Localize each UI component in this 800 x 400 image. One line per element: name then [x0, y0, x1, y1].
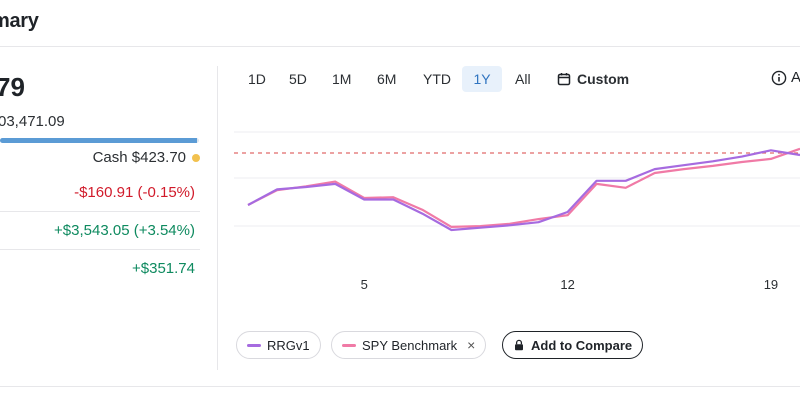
footer-divider — [0, 386, 800, 387]
range-all[interactable]: All — [515, 71, 531, 87]
legend-chip-label: RRGv1 — [267, 337, 310, 353]
info-button[interactable]: A — [771, 69, 800, 86]
cash-label: Cash $423.70 — [92, 149, 186, 166]
legend-chip-rrgv1[interactable]: RRGv1 — [236, 331, 321, 359]
range-custom[interactable]: Custom — [547, 66, 639, 92]
add-to-compare-label: Add to Compare — [531, 337, 633, 353]
total-change: +$3,543.05 (+3.54%) — [54, 222, 195, 239]
x-tick-label: 5 — [361, 277, 368, 292]
row-divider — [0, 211, 200, 212]
range-1d[interactable]: 1D — [248, 71, 266, 87]
info-icon — [771, 70, 787, 86]
range-ytd[interactable]: YTD — [423, 71, 451, 87]
range-custom-label: Custom — [577, 71, 630, 87]
range-6m[interactable]: 6M — [377, 71, 397, 87]
header-divider — [0, 46, 800, 47]
add-to-compare-button[interactable]: Add to Compare — [502, 331, 644, 359]
range-5d[interactable]: 5D — [289, 71, 307, 87]
cash-dot-icon — [192, 153, 200, 162]
x-tick-label: 12 — [560, 277, 574, 292]
lock-icon — [513, 339, 525, 351]
series-swatch — [342, 343, 356, 347]
range-selector: 1D 5D 1M 6M YTD 1Y All Custom — [238, 66, 658, 92]
range-1y[interactable]: 1Y — [462, 66, 502, 92]
allocation-bar-fill — [0, 138, 197, 143]
column-divider — [217, 66, 218, 370]
legend-chip-spy[interactable]: SPY Benchmark × — [331, 331, 487, 359]
dividends-value: +$351.74 — [132, 260, 195, 277]
series-line-spy-benchmark — [247, 147, 800, 229]
page-title: mary — [0, 10, 39, 32]
info-label: A — [791, 69, 800, 86]
series-swatch — [247, 343, 261, 347]
row-divider — [0, 249, 200, 250]
portfolio-value: 79 — [0, 72, 25, 102]
range-1m[interactable]: 1M — [332, 71, 352, 87]
allocation-bar — [0, 138, 199, 143]
portfolio-sub-value: 03,471.09 — [0, 113, 65, 130]
legend-chip-label: SPY Benchmark — [362, 337, 458, 353]
calendar-icon — [557, 72, 571, 86]
performance-chart: 5 12 19 — [234, 131, 800, 292]
cash-row: Cash $423.70 — [93, 149, 200, 166]
series-line-rrgv1 — [247, 149, 800, 232]
x-tick-label: 19 — [764, 277, 778, 292]
remove-chip-icon[interactable]: × — [467, 337, 476, 353]
day-change: -$160.91 (-0.15%) — [74, 184, 195, 201]
